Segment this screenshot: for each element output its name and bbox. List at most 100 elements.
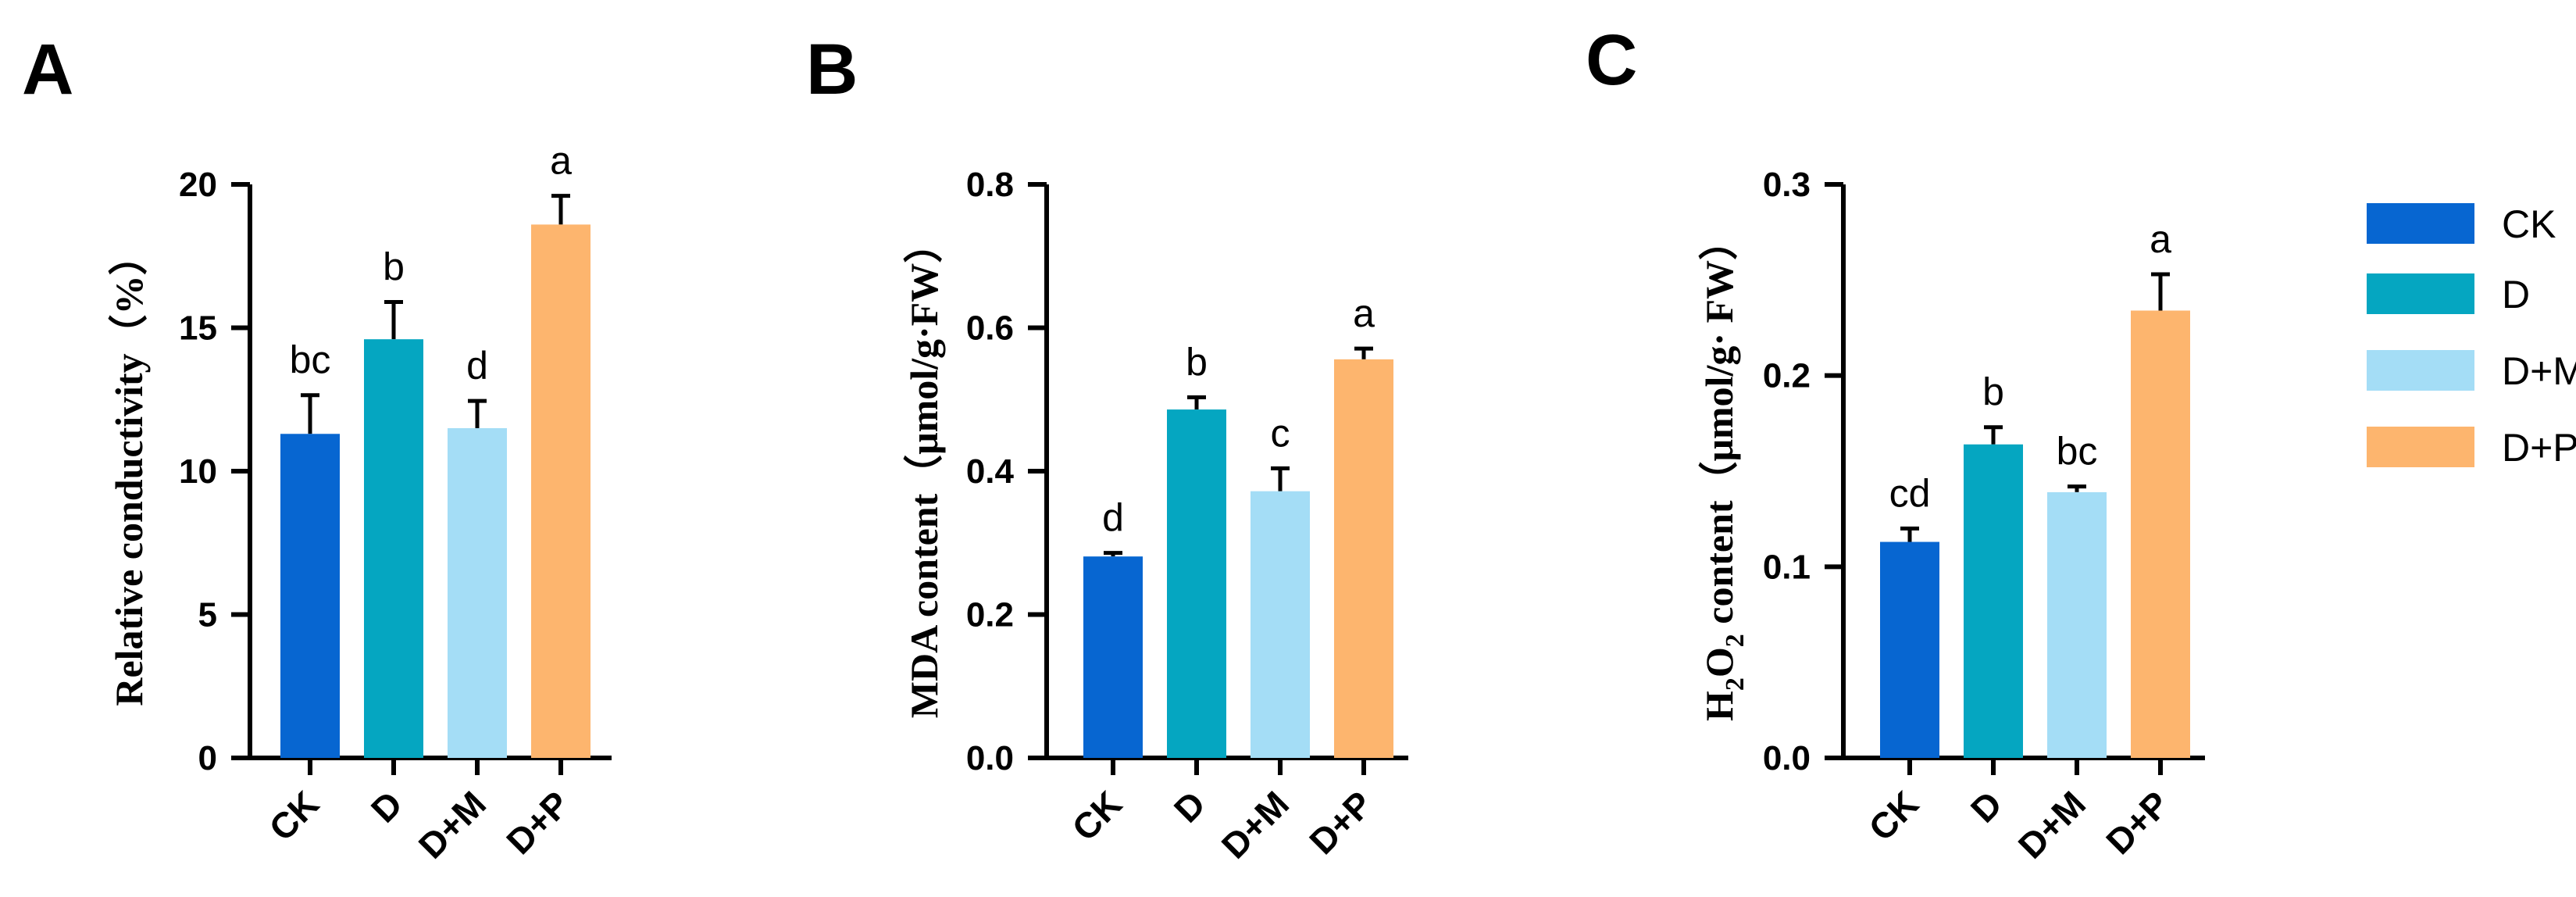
y-tick-label-a-4: 20 <box>179 166 217 204</box>
sig-label-b-d: b <box>1186 340 1208 384</box>
bar-a-d-m <box>448 427 507 758</box>
x-tick-label-a-d: D <box>363 783 410 830</box>
x-tick-label-a-d-p: D+P <box>498 783 577 862</box>
bars-a: bc b d a <box>280 139 590 758</box>
bars-c: cd b bc a <box>1880 217 2190 759</box>
legend-swatch-d <box>2367 273 2474 314</box>
error-bar-b-ck <box>1104 551 1122 557</box>
x-tick-label-c-d: D <box>1963 783 2010 830</box>
sig-label-a-d: b <box>383 245 405 288</box>
bar-b-d-m <box>1251 491 1310 758</box>
y-ticks-a: 0 5 10 15 20 <box>179 166 250 777</box>
error-bar-a-d-p <box>551 194 570 225</box>
x-ticks-a: CK D D+M D+P <box>261 758 577 867</box>
bar-a-d <box>364 339 423 758</box>
sig-label-a-d-m: d <box>466 344 488 388</box>
legend-item-ck: CK <box>2367 202 2556 246</box>
y-axis-label-b: MDA content（μmol/g·FW） <box>902 224 946 718</box>
y-tick-label-c-0: 0.0 <box>1763 739 1811 777</box>
error-bar-b-d <box>1187 395 1206 410</box>
bar-c-ck <box>1880 541 1939 758</box>
y-tick-label-a-2: 10 <box>179 452 217 491</box>
bar-a-ck <box>280 434 340 758</box>
y-ticks-c: 0.0 0.1 0.2 0.3 <box>1763 166 1843 777</box>
sig-label-a-d-p: a <box>550 139 572 183</box>
sig-label-c-ck: cd <box>1889 471 1931 515</box>
y-axis-label-c-h: H <box>1697 691 1741 721</box>
sig-label-c-d: b <box>1982 370 2004 414</box>
bar-c-d-p <box>2131 310 2190 759</box>
y-axis-label-c-sub-2b: 2 <box>1721 634 1750 647</box>
bar-c-d <box>1964 444 2023 758</box>
sig-label-c-d-m: bc <box>2057 430 2098 474</box>
x-tick-label-a-ck: CK <box>261 783 326 849</box>
bars-b: d b c a <box>1083 291 1393 758</box>
y-tick-label-a-3: 15 <box>179 309 217 348</box>
x-tick-label-c-d-m: D+M <box>2010 783 2093 866</box>
y-tick-label-b-4: 0.8 <box>966 166 1014 204</box>
y-tick-label-a-0: 0 <box>198 739 217 777</box>
bar-a-d-p <box>531 224 590 758</box>
legend-item-d-m: D+M <box>2367 349 2576 393</box>
x-ticks-b: CK D D+M D+P <box>1064 758 1380 867</box>
legend-label-ck: CK <box>2502 202 2556 246</box>
legend-swatch-d-m <box>2367 350 2474 391</box>
y-ticks-b: 0.0 0.2 0.4 0.6 0.8 <box>966 166 1047 777</box>
error-bar-c-d-m <box>2068 484 2086 492</box>
y-axis-label-c-sub-2a: 2 <box>1721 677 1750 691</box>
sig-label-a-ck: bc <box>290 338 331 382</box>
y-tick-label-b-3: 0.6 <box>966 309 1014 348</box>
sig-label-b-d-m: c <box>1271 411 1290 455</box>
error-bar-c-d <box>1984 425 2003 445</box>
y-tick-label-a-1: 5 <box>198 596 217 634</box>
panel-label-b: B <box>806 30 858 109</box>
legend-label-d-p: D+P <box>2502 426 2576 470</box>
x-tick-label-c-d-p: D+P <box>2098 783 2177 862</box>
y-tick-label-b-2: 0.4 <box>966 452 1015 491</box>
bar-b-d-p <box>1334 359 1393 758</box>
legend-swatch-ck <box>2367 203 2474 244</box>
legend: CK D D+M D+P <box>2367 202 2576 470</box>
panel-label-a: A <box>22 30 73 109</box>
bar-b-d <box>1167 409 1226 758</box>
y-tick-label-c-2: 0.2 <box>1763 357 1811 395</box>
bar-b-ck <box>1083 556 1143 758</box>
legend-swatch-d-p <box>2367 427 2474 467</box>
y-tick-label-b-1: 0.2 <box>966 596 1014 634</box>
legend-label-d-m: D+M <box>2502 349 2576 393</box>
legend-item-d: D <box>2367 273 2530 316</box>
panel-b: B d b c a 0.0 0.2 0.4 0.6 0.8 CK D D+M D+P MDA con… <box>806 30 1408 867</box>
y-tick-label-c-3: 0.3 <box>1763 166 1811 204</box>
x-tick-label-b-d-p: D+P <box>1301 783 1380 862</box>
error-bar-a-d-m <box>468 398 487 428</box>
x-tick-label-a-d-m: D+M <box>411 783 494 866</box>
legend-item-d-p: D+P <box>2367 426 2576 470</box>
y-tick-label-c-1: 0.1 <box>1763 548 1811 586</box>
x-tick-label-c-ck: CK <box>1861 783 1926 849</box>
error-bar-b-d-p <box>1354 346 1373 359</box>
sig-label-b-ck: d <box>1102 496 1124 540</box>
x-tick-label-b-d: D <box>1166 783 1213 830</box>
error-bar-c-d-p <box>2151 272 2170 311</box>
x-tick-label-b-ck: CK <box>1064 783 1129 849</box>
x-tick-label-b-d-m: D+M <box>1214 783 1297 866</box>
sig-label-c-d-p: a <box>2150 217 2171 261</box>
panel-label-c: C <box>1586 20 1637 100</box>
y-axis-label-c-rest: content（μmol/g· FW） <box>1697 221 1741 634</box>
error-bar-a-ck <box>301 393 319 434</box>
bar-c-d-m <box>2047 491 2107 758</box>
panel-a: A bc b d a 0 5 10 15 20 CK D D+M D+P Relative cond… <box>22 30 612 867</box>
y-axis-label-c: H2O2 content（μmol/g· FW） <box>1697 221 1750 721</box>
legend-label-d: D <box>2502 273 2530 316</box>
y-tick-label-b-0: 0.0 <box>966 739 1014 777</box>
y-axis-label-a: Relative conductivity（%） <box>107 236 151 706</box>
error-bar-a-d <box>384 299 403 340</box>
sig-label-b-d-p: a <box>1353 291 1375 335</box>
error-bar-b-d-m <box>1271 466 1290 491</box>
x-ticks-c: CK D D+M D+P <box>1861 758 2177 867</box>
y-axis-label-c-o: O <box>1697 647 1741 677</box>
error-bar-c-ck <box>1900 526 1919 542</box>
